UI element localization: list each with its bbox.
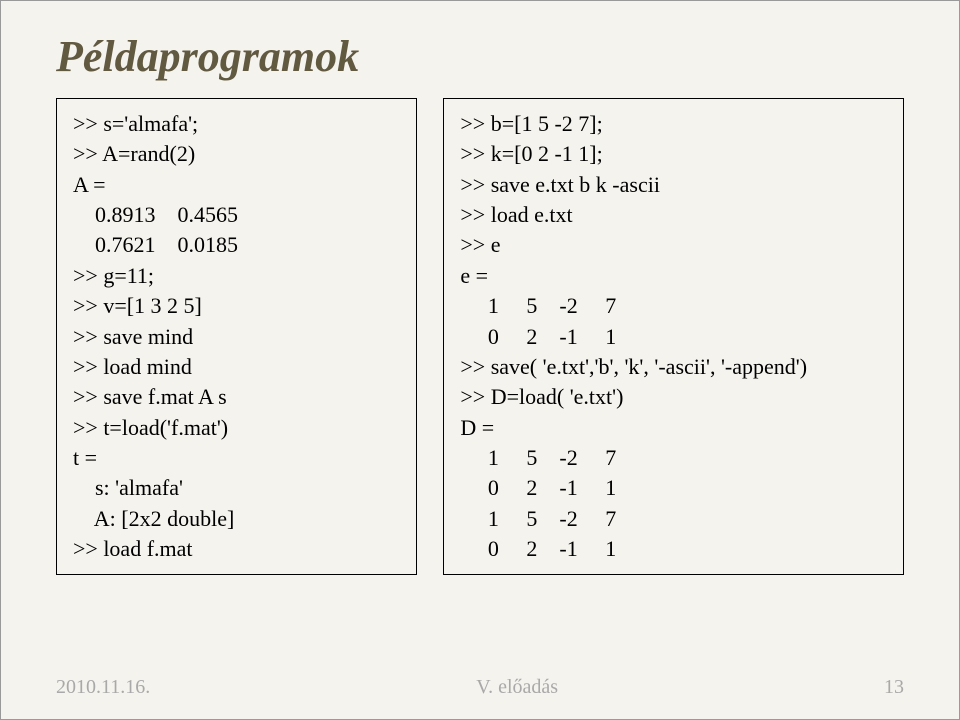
footer-date: 2010.11.16. (56, 676, 150, 699)
footer-page: 13 (884, 676, 904, 699)
right-code-box: >> b=[1 5 -2 7]; >> k=[0 2 -1 1]; >> sav… (443, 98, 904, 575)
slide-title: Példaprogramok (56, 31, 904, 82)
columns: >> s='almafa'; >> A=rand(2) A = 0.8913 0… (56, 98, 904, 575)
slide: Példaprogramok >> s='almafa'; >> A=rand(… (0, 0, 960, 720)
footer-center: V. előadás (476, 676, 558, 699)
left-code: >> s='almafa'; >> A=rand(2) A = 0.8913 0… (73, 109, 400, 564)
slide-footer: 2010.11.16. V. előadás 13 (56, 676, 904, 699)
right-code: >> b=[1 5 -2 7]; >> k=[0 2 -1 1]; >> sav… (460, 109, 887, 564)
left-code-box: >> s='almafa'; >> A=rand(2) A = 0.8913 0… (56, 98, 417, 575)
